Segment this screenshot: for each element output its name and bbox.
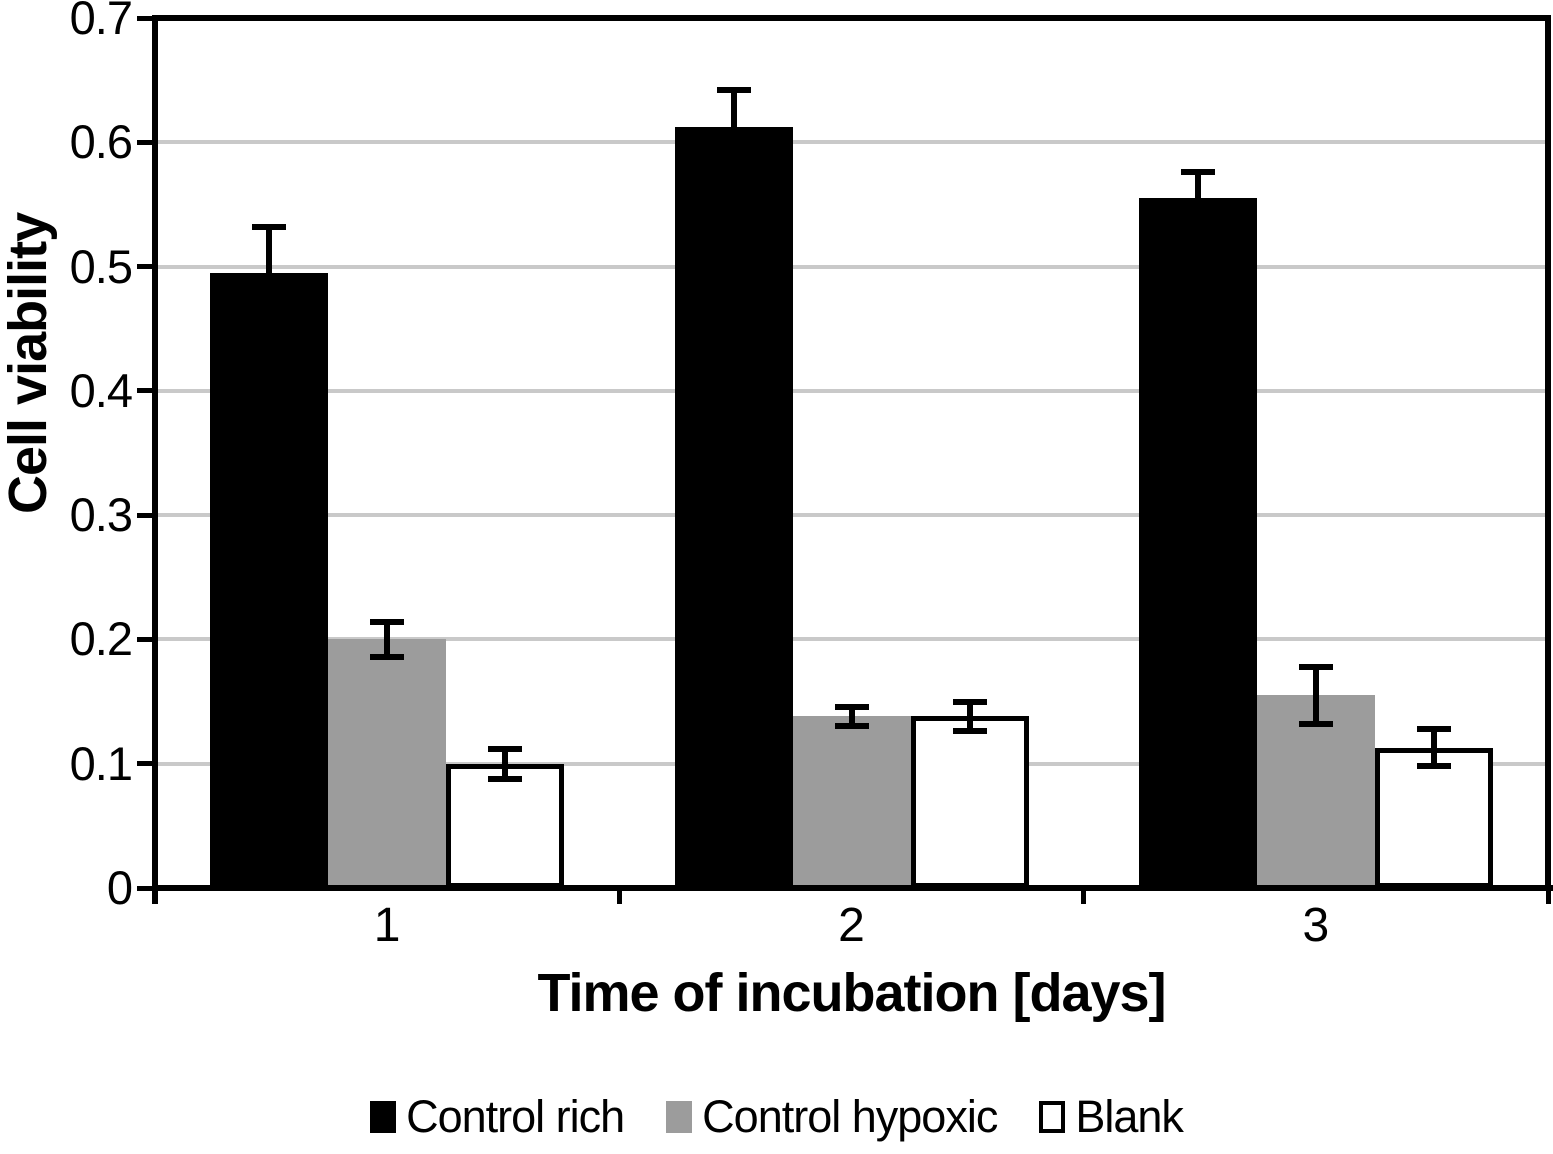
bar-blank bbox=[1374, 747, 1493, 888]
bar-control-hypoxic bbox=[792, 716, 911, 888]
error-bar-line bbox=[848, 706, 855, 727]
bar-control-rich bbox=[674, 127, 793, 888]
legend-swatch bbox=[370, 1101, 397, 1133]
error-bar-line bbox=[266, 226, 273, 319]
gridline bbox=[155, 637, 1548, 642]
y-tick bbox=[137, 15, 152, 21]
y-tick-label: 0.4 bbox=[69, 363, 133, 417]
error-bar-cap-top bbox=[952, 698, 987, 705]
error-bar-cap-bottom bbox=[952, 728, 987, 735]
bar-control-hypoxic bbox=[328, 639, 447, 888]
error-bar-cap-bottom bbox=[1298, 720, 1333, 727]
y-tick-label: 0.1 bbox=[69, 736, 133, 790]
bar-control-rich bbox=[1138, 198, 1257, 888]
error-bar-cap-top bbox=[716, 87, 751, 94]
bar-control-hypoxic bbox=[1256, 695, 1375, 888]
error-bar-cap-top bbox=[1416, 725, 1451, 732]
y-tick bbox=[137, 139, 152, 145]
y-axis-line bbox=[152, 15, 158, 904]
y-tick-label: 0.2 bbox=[69, 612, 133, 666]
legend-item-blank: Blank bbox=[1039, 1088, 1184, 1146]
error-bar-cap-top bbox=[1180, 169, 1215, 176]
y-tick bbox=[137, 761, 152, 767]
legend-swatch bbox=[666, 1101, 693, 1133]
bar-control-rich bbox=[210, 272, 329, 888]
error-bar-line bbox=[730, 90, 737, 165]
legend: Control rich Control hypoxic Blank bbox=[0, 1088, 1553, 1146]
legend-swatch bbox=[1039, 1101, 1066, 1133]
x-tick bbox=[616, 888, 622, 904]
error-bar-cap-top bbox=[252, 223, 287, 230]
y-tick bbox=[137, 885, 152, 891]
y-tick-label: 0.3 bbox=[69, 488, 133, 542]
y-tick-label: 0.6 bbox=[69, 115, 133, 169]
y-tick-label: 0.5 bbox=[69, 239, 133, 293]
error-bar-cap-bottom bbox=[834, 723, 869, 730]
error-bar-cap-bottom bbox=[716, 161, 751, 168]
error-bar-cap-top bbox=[488, 745, 523, 752]
y-tick bbox=[137, 636, 152, 642]
x-tick bbox=[1081, 888, 1087, 904]
y-tick bbox=[137, 512, 152, 518]
legend-label: Blank bbox=[1075, 1091, 1184, 1142]
x-tick-label: 3 bbox=[1302, 899, 1330, 952]
x-axis-line bbox=[152, 885, 1553, 891]
error-bar-cap-bottom bbox=[1180, 221, 1215, 228]
x-tick-label: 2 bbox=[838, 899, 865, 952]
x-tick bbox=[1545, 888, 1551, 904]
error-bar-line bbox=[1430, 728, 1437, 767]
error-bar-cap-bottom bbox=[252, 315, 287, 322]
y-tick bbox=[137, 264, 152, 270]
error-bar-line bbox=[384, 622, 391, 657]
plot-border-top bbox=[152, 15, 1551, 21]
plot-border-right bbox=[1545, 15, 1551, 891]
x-tick-label: 1 bbox=[373, 899, 401, 952]
gridline bbox=[155, 513, 1548, 518]
bar-blank bbox=[910, 716, 1029, 888]
error-bar-cap-top bbox=[370, 619, 405, 626]
legend-label: Control hypoxic bbox=[702, 1091, 998, 1142]
legend-item-control-rich: Control rich bbox=[370, 1088, 625, 1146]
gridline bbox=[155, 264, 1548, 269]
error-bar-line bbox=[1312, 666, 1319, 724]
legend-label: Control rich bbox=[406, 1091, 625, 1142]
error-bar-line bbox=[502, 748, 509, 779]
error-bar-cap-bottom bbox=[488, 775, 523, 782]
gridline bbox=[155, 140, 1548, 145]
bar-blank bbox=[446, 763, 565, 888]
error-bar-line bbox=[1194, 172, 1201, 225]
error-bar-cap-top bbox=[834, 703, 869, 710]
plot-area bbox=[137, 15, 1553, 904]
legend-item-control-hypoxic: Control hypoxic bbox=[666, 1088, 998, 1146]
gridline bbox=[155, 388, 1548, 393]
error-bar-cap-bottom bbox=[1416, 763, 1451, 770]
y-tick-label: 0 bbox=[106, 861, 133, 914]
error-bar-line bbox=[966, 701, 973, 732]
y-tick-label: 0.7 bbox=[69, 0, 133, 44]
y-tick bbox=[137, 388, 152, 394]
error-bar-cap-top bbox=[1298, 663, 1333, 670]
x-axis-title: Time of incubation [days] bbox=[537, 963, 1166, 1023]
error-bar-cap-bottom bbox=[370, 653, 405, 660]
